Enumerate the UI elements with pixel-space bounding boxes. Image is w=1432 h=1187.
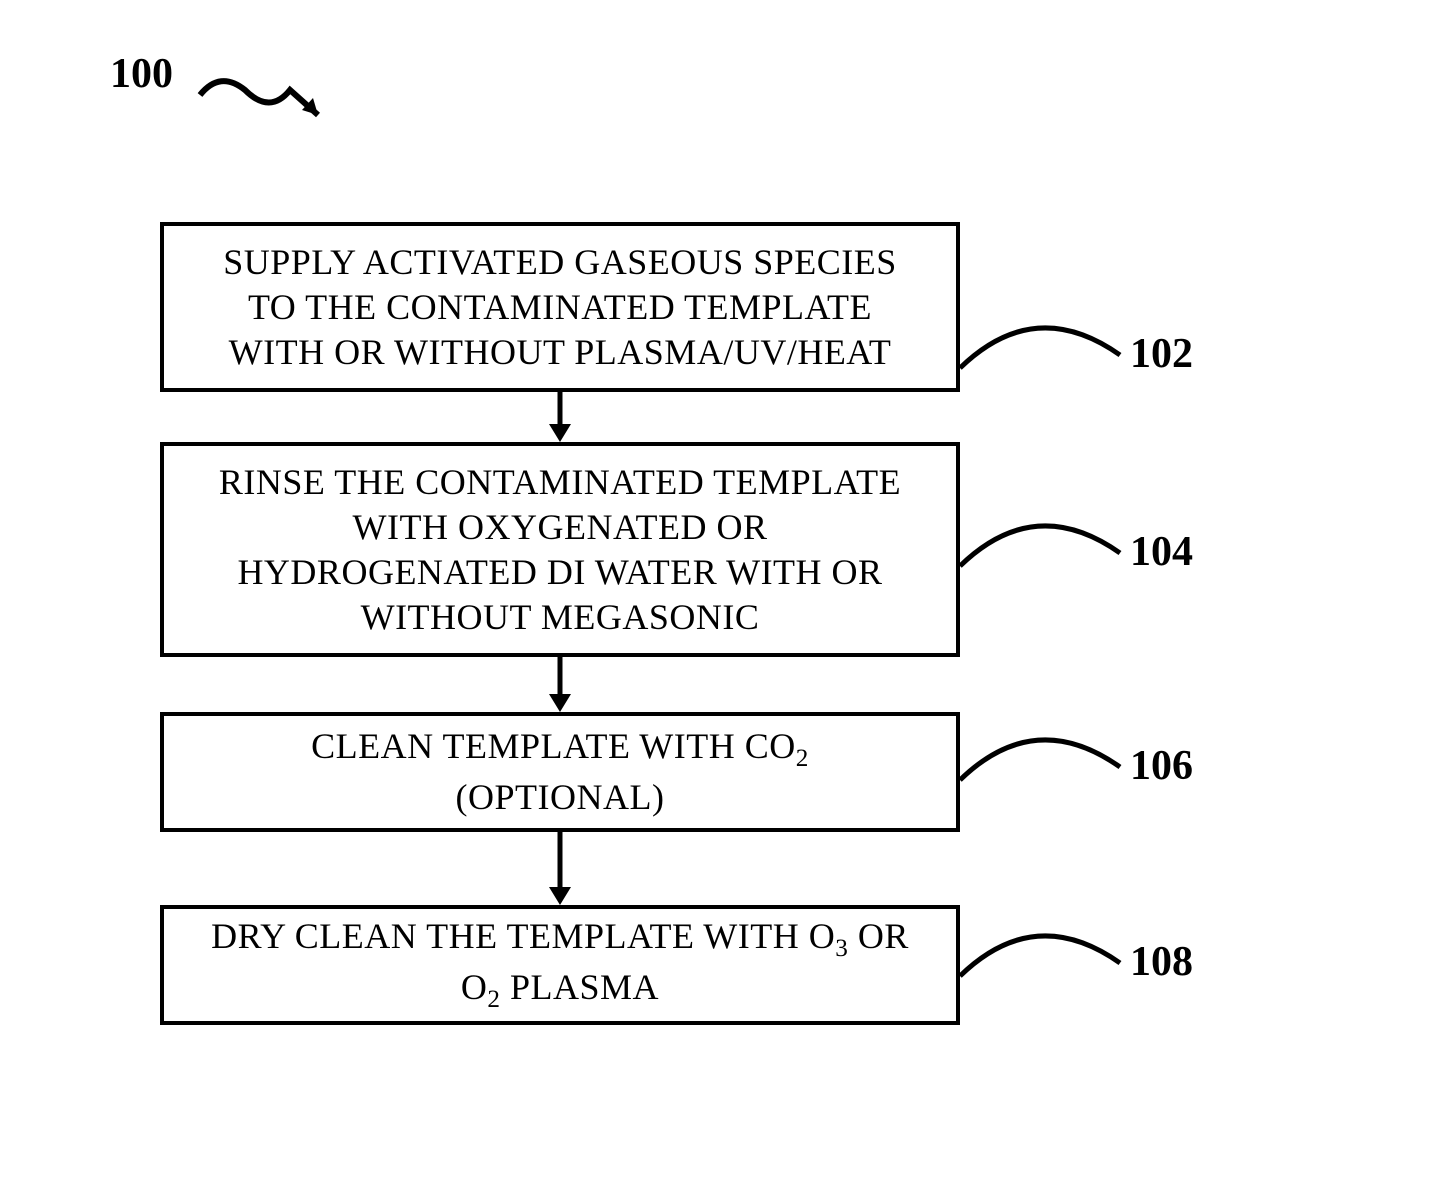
- arrow-104-106: [545, 657, 575, 717]
- step-label-104: 104: [1130, 528, 1193, 576]
- figure-curl-arrow: [190, 60, 350, 140]
- arrow-106-108: [545, 832, 575, 910]
- connector-106: [955, 712, 1135, 802]
- step-label-106: 106: [1130, 742, 1193, 790]
- step-label-102: 102: [1130, 330, 1193, 378]
- step-box-104: RINSE THE CONTAMINATED TEMPLATE WITH OXY…: [160, 442, 960, 657]
- step-label-108: 108: [1130, 938, 1193, 986]
- flowchart-canvas: 100 SUPPLY ACTIVATED GASEOUS SPECIES TO …: [0, 0, 1432, 1187]
- step-text-102: SUPPLY ACTIVATED GASEOUS SPECIES TO THE …: [223, 240, 897, 375]
- step-box-108: DRY CLEAN THE TEMPLATE WITH O3 ORO2 PLAS…: [160, 905, 960, 1025]
- figure-number: 100: [110, 50, 173, 98]
- step-box-106: CLEAN TEMPLATE WITH CO2(OPTIONAL): [160, 712, 960, 832]
- step-text-108: DRY CLEAN THE TEMPLATE WITH O3 ORO2 PLAS…: [211, 914, 909, 1015]
- arrow-102-104: [545, 392, 575, 447]
- step-text-106: CLEAN TEMPLATE WITH CO2(OPTIONAL): [311, 724, 809, 820]
- connector-108: [955, 908, 1135, 998]
- connector-102: [955, 300, 1135, 390]
- step-box-102: SUPPLY ACTIVATED GASEOUS SPECIES TO THE …: [160, 222, 960, 392]
- step-text-104: RINSE THE CONTAMINATED TEMPLATE WITH OXY…: [219, 460, 901, 640]
- connector-104: [955, 498, 1135, 588]
